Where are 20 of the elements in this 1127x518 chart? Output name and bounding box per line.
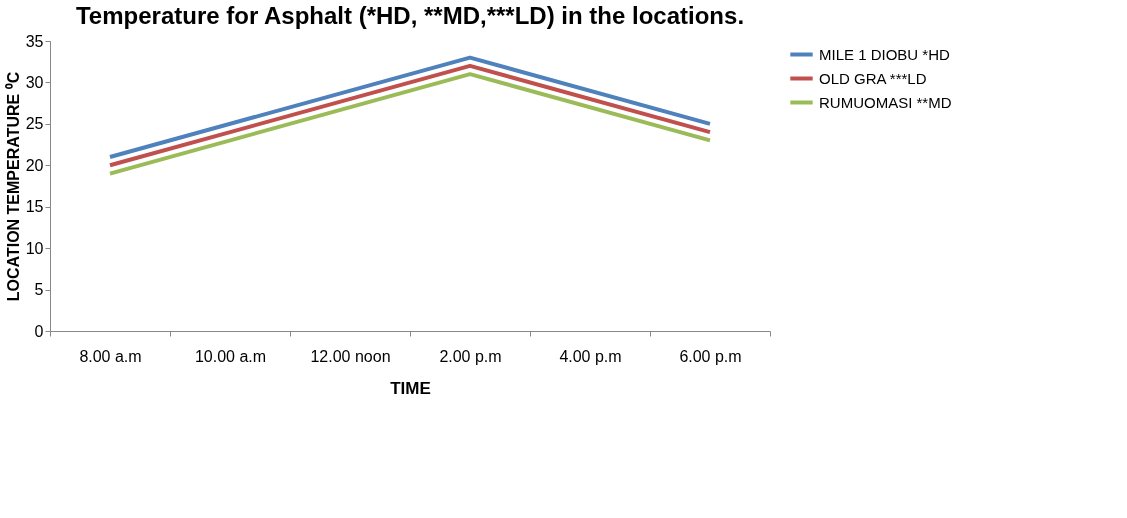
x-tick-label: 10.00 a.m — [194, 347, 267, 365]
y-tick-label: 30 — [25, 73, 44, 91]
chart-title: Temperature for Asphalt (*HD, **MD,***LD) in the locations. — [75, 2, 745, 29]
y-tick-label: 35 — [25, 32, 44, 50]
legend-label: RUMUOMASI **MD — [819, 93, 952, 111]
x-axis-title: TIME — [390, 378, 431, 398]
y-tick-label: 5 — [34, 281, 44, 299]
x-tick-label: 12.00 noon — [310, 347, 391, 365]
legend-label: OLD GRA ***LD — [819, 69, 927, 87]
x-tick-label: 6.00 p.m — [679, 347, 742, 365]
x-tick-label: 4.00 p.m — [559, 347, 622, 365]
y-tick-label: 10 — [25, 239, 44, 257]
y-tick-label: 25 — [25, 115, 44, 133]
x-tick-label: 8.00 a.m — [79, 347, 142, 365]
x-tick-label: 2.00 p.m — [439, 347, 502, 365]
legend-label: MILE 1 DIOBU *HD — [819, 45, 951, 63]
y-axis-title: LOCATION TEMPERATURE ⁰C — [4, 71, 22, 302]
y-tick-label: 20 — [25, 156, 44, 174]
y-tick-label: 15 — [25, 198, 44, 216]
y-tick-label: 0 — [34, 322, 44, 340]
